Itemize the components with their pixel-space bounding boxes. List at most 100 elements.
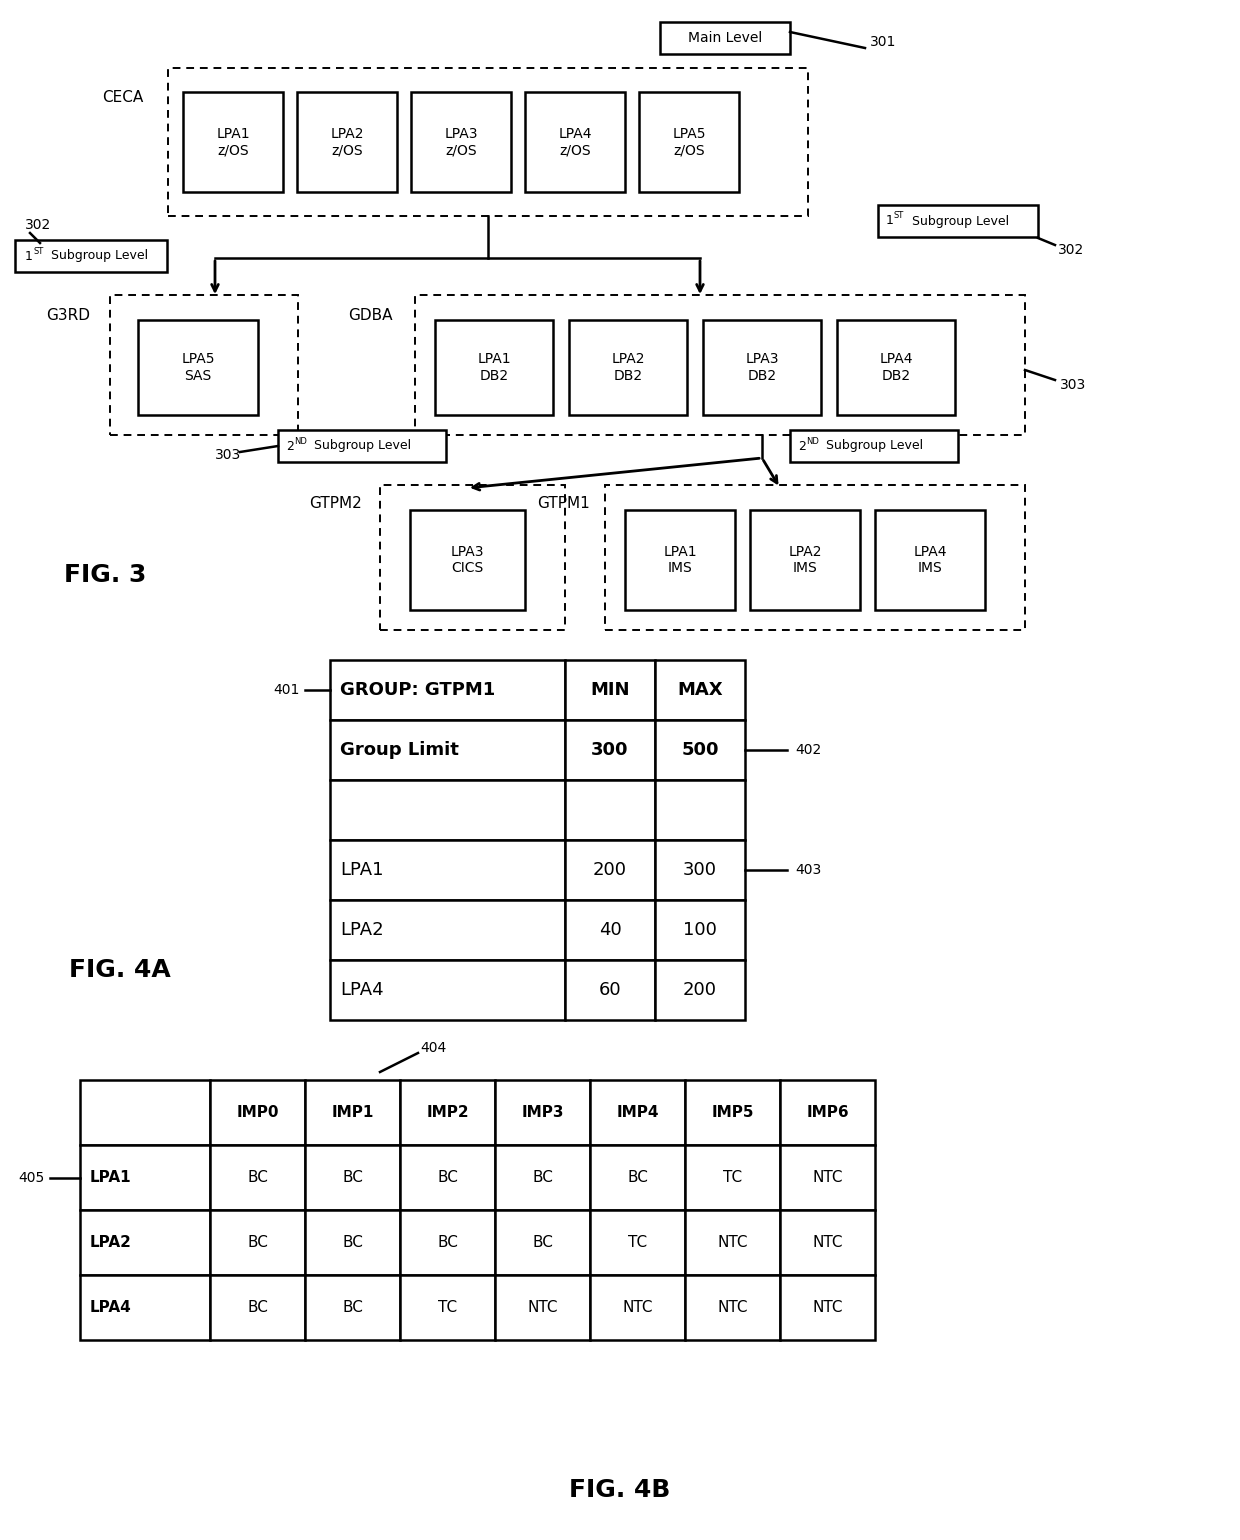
Text: LPA1
IMS: LPA1 IMS xyxy=(663,545,697,574)
Text: LPA4
DB2: LPA4 DB2 xyxy=(879,353,913,382)
Text: 401: 401 xyxy=(274,684,300,698)
Text: NTC: NTC xyxy=(812,1235,843,1250)
Bar xyxy=(878,205,1038,237)
Bar xyxy=(330,721,565,779)
Text: 200: 200 xyxy=(683,981,717,999)
Bar xyxy=(495,1080,590,1146)
Text: 2: 2 xyxy=(799,439,806,453)
Text: Subgroup Level: Subgroup Level xyxy=(822,439,923,453)
Text: Subgroup Level: Subgroup Level xyxy=(908,214,1009,228)
Text: LPA2
z/OS: LPA2 z/OS xyxy=(330,126,363,157)
Text: LPA4
IMS: LPA4 IMS xyxy=(913,545,947,574)
Bar xyxy=(655,779,745,839)
Bar xyxy=(330,661,565,721)
Text: Main Level: Main Level xyxy=(688,31,763,45)
Text: LPA1
z/OS: LPA1 z/OS xyxy=(216,126,249,157)
Bar xyxy=(330,779,565,839)
Bar xyxy=(298,92,397,192)
Bar xyxy=(780,1275,875,1340)
Bar xyxy=(684,1146,780,1210)
Text: Subgroup Level: Subgroup Level xyxy=(47,249,148,262)
Text: TC: TC xyxy=(438,1300,458,1315)
Text: NTC: NTC xyxy=(717,1300,748,1315)
Bar xyxy=(660,22,790,54)
Bar xyxy=(305,1080,401,1146)
Bar xyxy=(210,1080,305,1146)
Bar xyxy=(167,68,808,216)
Text: 301: 301 xyxy=(870,35,897,49)
Text: LPA2: LPA2 xyxy=(91,1235,131,1250)
Text: NTC: NTC xyxy=(812,1170,843,1184)
Bar xyxy=(750,510,861,610)
Text: 500: 500 xyxy=(681,741,719,759)
Text: FIG. 3: FIG. 3 xyxy=(63,564,146,587)
Bar xyxy=(330,899,565,959)
Bar xyxy=(81,1210,210,1275)
Bar xyxy=(210,1275,305,1340)
Bar xyxy=(565,779,655,839)
Text: BC: BC xyxy=(342,1300,363,1315)
Bar xyxy=(81,1146,210,1210)
Text: 302: 302 xyxy=(1058,243,1084,257)
Text: ST: ST xyxy=(33,246,43,256)
Text: GDBA: GDBA xyxy=(347,308,392,322)
Text: 300: 300 xyxy=(591,741,629,759)
Bar xyxy=(780,1146,875,1210)
Bar xyxy=(684,1080,780,1146)
Bar xyxy=(565,721,655,779)
Text: IMP3: IMP3 xyxy=(521,1106,564,1120)
Text: 403: 403 xyxy=(795,862,821,876)
Bar xyxy=(875,510,985,610)
Bar xyxy=(590,1210,684,1275)
Bar xyxy=(435,320,553,414)
Text: 405: 405 xyxy=(19,1170,45,1184)
Text: LPA4
z/OS: LPA4 z/OS xyxy=(558,126,591,157)
Bar xyxy=(495,1210,590,1275)
Text: BC: BC xyxy=(247,1235,268,1250)
Bar xyxy=(401,1080,495,1146)
Text: LPA2
DB2: LPA2 DB2 xyxy=(611,353,645,382)
Text: CECA: CECA xyxy=(103,91,144,106)
Bar xyxy=(401,1210,495,1275)
Text: 1: 1 xyxy=(25,249,33,262)
Bar xyxy=(590,1146,684,1210)
Bar xyxy=(655,839,745,899)
Bar xyxy=(184,92,283,192)
Text: 2: 2 xyxy=(286,439,294,453)
Bar xyxy=(605,485,1025,630)
Text: BC: BC xyxy=(247,1300,268,1315)
Text: FIG. 4B: FIG. 4B xyxy=(569,1478,671,1501)
Bar xyxy=(495,1146,590,1210)
Bar xyxy=(330,959,565,1019)
Text: TC: TC xyxy=(723,1170,742,1184)
Text: G3RD: G3RD xyxy=(46,308,91,322)
Text: 303: 303 xyxy=(215,448,242,462)
Text: NTC: NTC xyxy=(622,1300,652,1315)
Text: IMP0: IMP0 xyxy=(237,1106,279,1120)
Bar xyxy=(790,430,959,462)
Text: BC: BC xyxy=(627,1170,649,1184)
Bar xyxy=(330,839,565,899)
Text: LPA3
CICS: LPA3 CICS xyxy=(451,545,485,574)
Text: LPA1: LPA1 xyxy=(340,861,383,879)
Text: MAX: MAX xyxy=(677,681,723,699)
Text: NTC: NTC xyxy=(527,1300,558,1315)
Bar xyxy=(639,92,739,192)
Bar xyxy=(565,839,655,899)
Bar xyxy=(569,320,687,414)
Bar xyxy=(780,1210,875,1275)
Text: LPA5
SAS: LPA5 SAS xyxy=(181,353,215,382)
Bar xyxy=(379,485,565,630)
Text: 402: 402 xyxy=(795,742,821,758)
Text: IMP4: IMP4 xyxy=(616,1106,658,1120)
Text: LPA2: LPA2 xyxy=(340,921,383,939)
Text: GROUP: GTPM1: GROUP: GTPM1 xyxy=(340,681,495,699)
Text: TC: TC xyxy=(627,1235,647,1250)
Text: IMP2: IMP2 xyxy=(427,1106,469,1120)
Bar xyxy=(495,1275,590,1340)
Bar xyxy=(210,1146,305,1210)
Text: BC: BC xyxy=(436,1235,458,1250)
Text: IMP6: IMP6 xyxy=(806,1106,849,1120)
Text: GTPM1: GTPM1 xyxy=(537,496,589,510)
Bar xyxy=(278,430,446,462)
